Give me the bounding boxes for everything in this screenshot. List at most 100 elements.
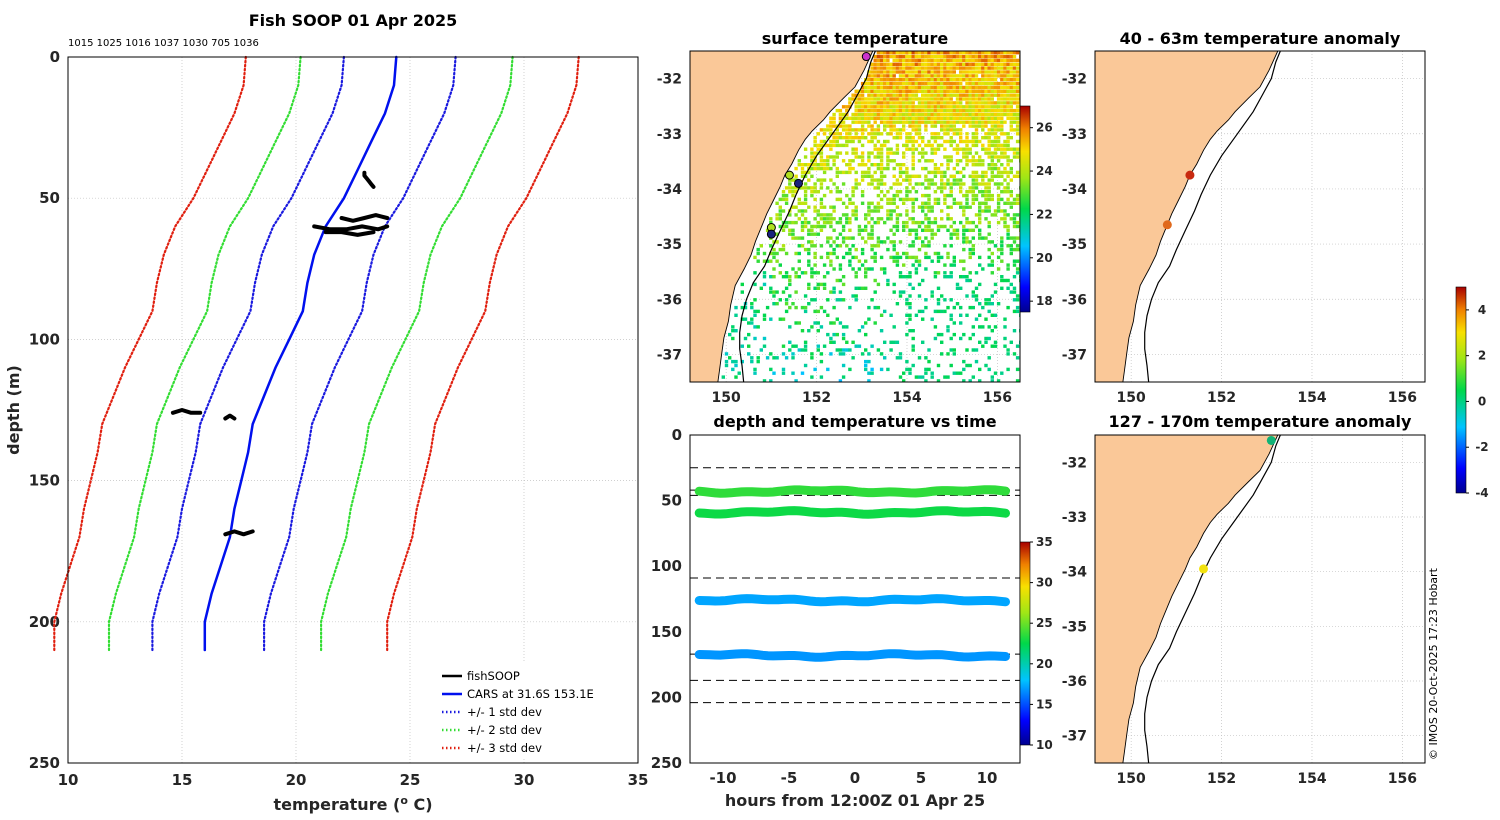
sst-pixel	[1015, 58, 1020, 63]
sst-pixel	[933, 220, 938, 225]
sst-pixel	[965, 275, 969, 279]
sst-pixel	[876, 81, 881, 86]
sst-pixel	[917, 259, 922, 263]
sst-pixel	[955, 54, 960, 59]
sst-pixel	[870, 78, 874, 82]
sst-pixel	[762, 282, 767, 287]
sst-pixel	[1012, 101, 1017, 105]
sst-pixel	[851, 193, 855, 198]
sst-pixel	[952, 321, 956, 325]
sst-pixel	[1009, 105, 1013, 109]
sst-pixel	[952, 201, 956, 205]
sst-pixel	[857, 182, 862, 186]
sst-pixel	[886, 74, 890, 78]
sst-pixel	[841, 352, 846, 356]
profile-y-tick-label: 150	[29, 472, 60, 490]
sst-pixel	[794, 379, 798, 382]
sst-pixel	[883, 51, 887, 55]
sst-pixel	[873, 81, 877, 86]
sst-pixel	[943, 93, 947, 97]
sst-pixel	[883, 267, 887, 271]
sst-pixel	[819, 213, 824, 217]
sst-pixel	[769, 220, 773, 225]
sst-pixel	[772, 356, 776, 360]
sst-pixel	[1003, 317, 1007, 321]
sst-pixel	[867, 379, 871, 382]
sst-pixel	[892, 112, 896, 117]
sst-pixel	[889, 120, 893, 124]
sst-pixel	[838, 124, 843, 128]
sst-pixel	[949, 101, 953, 105]
sst-pixel	[876, 166, 881, 171]
sst-pixel	[905, 275, 909, 279]
sst-pixel	[911, 112, 915, 117]
sst-pixel	[930, 54, 934, 59]
sst-pixel	[848, 259, 852, 263]
sst-pixel	[965, 58, 969, 63]
sst-pixel	[968, 120, 972, 124]
sst-pixel	[826, 155, 830, 159]
sst-pixel	[927, 178, 931, 182]
sst-pixel	[854, 205, 858, 209]
sst-pixel	[870, 174, 874, 178]
sst-pixel	[848, 136, 852, 140]
sst-pixel	[902, 263, 906, 267]
sst-pixel	[895, 85, 900, 90]
sst-pixel	[908, 85, 912, 90]
sst-pixel	[974, 193, 979, 198]
sst-pixel	[971, 247, 975, 252]
sst-pixel	[905, 302, 909, 306]
sst-pixel	[1006, 352, 1010, 356]
timeseries-colorbar-tick-label: 20	[1036, 657, 1053, 671]
sst-pixel	[974, 128, 979, 132]
sst-pixel	[851, 255, 855, 260]
timeseries-depth-band	[694, 506, 1010, 519]
sst-pixel	[905, 81, 909, 86]
sst-pixel	[914, 51, 919, 55]
sst-pixel	[870, 244, 874, 248]
sst-pixel	[892, 209, 896, 213]
sst-pixel	[949, 363, 953, 368]
sst-pixel	[930, 93, 934, 97]
sst-pixel	[921, 244, 925, 248]
sst-pixel	[905, 298, 909, 302]
sst-pixel	[949, 93, 953, 97]
sst-pixel	[946, 159, 950, 163]
sst-pixel	[1000, 74, 1004, 78]
sst-pixel	[927, 62, 931, 66]
sst-pixel	[996, 379, 1001, 382]
sst-pixel	[911, 244, 915, 248]
sst-pixel	[1006, 97, 1010, 101]
sst-pixel	[987, 325, 991, 329]
sst-pixel	[984, 51, 988, 55]
sst-pixel	[936, 70, 941, 74]
sst-pixel	[924, 379, 928, 382]
sst-pixel	[917, 159, 922, 163]
sst-pixel	[974, 186, 979, 190]
sst-pixel	[978, 379, 982, 382]
sst-pixel	[845, 116, 849, 120]
sst-pixel	[990, 302, 994, 306]
sst-pixel	[924, 74, 928, 78]
sst-pixel	[908, 54, 912, 59]
sst-pixel	[933, 51, 938, 55]
sst-pixel	[905, 166, 909, 171]
sst-pixel	[822, 217, 827, 221]
sst-pixel	[810, 174, 814, 178]
sst-pixel	[930, 170, 934, 175]
sst-pixel	[968, 255, 972, 260]
sst-pixel	[952, 89, 956, 93]
sst-pixel	[1000, 371, 1004, 375]
sst-pixel	[816, 132, 820, 136]
sst-pixel	[990, 155, 994, 159]
sst-pixel	[803, 224, 808, 229]
sst-pixel	[952, 166, 956, 171]
sst-pixel	[987, 78, 991, 82]
sst-pixel	[981, 81, 985, 86]
sst-pixel	[987, 108, 991, 113]
sst-pixel	[940, 209, 944, 213]
sst-pixel	[927, 116, 931, 120]
sst-pixel	[924, 255, 928, 260]
sst-pixel	[867, 232, 871, 236]
sst-pixel	[731, 329, 735, 333]
